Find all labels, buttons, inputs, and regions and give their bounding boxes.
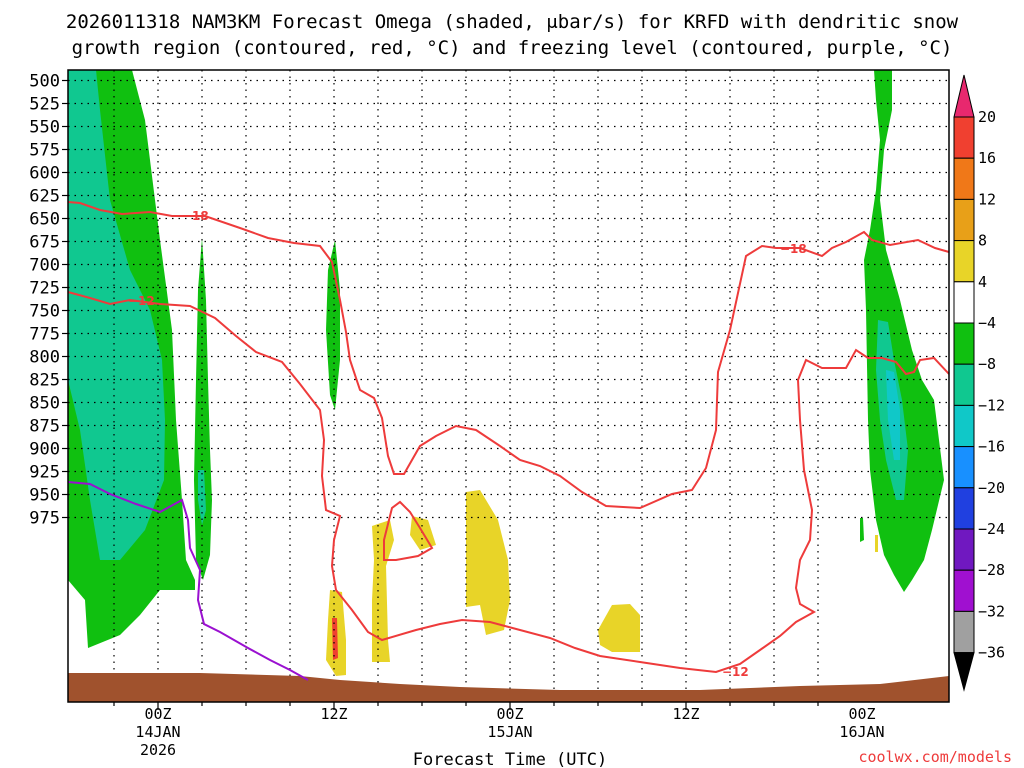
chart-title-line2: growth region (contoured, red, °C) and f… — [72, 37, 953, 59]
y-tick-label: 550 — [29, 118, 60, 138]
colorbar-label: −24 — [978, 520, 1005, 538]
colorbar-label: −16 — [978, 438, 1005, 456]
contour-minus18 — [67, 201, 950, 510]
y-tick-label: 525 — [29, 95, 60, 115]
x-tick-year: 2026 — [140, 741, 176, 759]
colorbar-label: 12 — [978, 190, 996, 208]
omega-region-red-sliver — [332, 618, 338, 660]
x-tick-label: 00Z — [144, 705, 171, 723]
omega-region-yellow-dot — [875, 535, 878, 552]
colorbar-segment — [953, 157, 975, 200]
omega-region-green-dot — [860, 518, 864, 542]
colorbar-label: −32 — [978, 602, 1005, 620]
colorbar-label: 8 — [978, 232, 987, 250]
contour-label-minus18-left: −18 — [182, 209, 209, 223]
colorbar-label: −8 — [978, 355, 996, 373]
colorbar-label: −36 — [978, 644, 1005, 662]
x-axis-label: Forecast Time (UTC) — [413, 750, 607, 768]
y-tick-label: 600 — [29, 164, 60, 184]
colorbar-segment — [953, 363, 975, 406]
colorbar-segment — [953, 569, 975, 612]
colorbar-segment — [953, 198, 975, 242]
y-tick-label: 700 — [29, 256, 60, 276]
contour-label-minus12-right: −12 — [722, 665, 749, 679]
y-tick-label: 800 — [29, 348, 60, 368]
terrain-ground — [68, 673, 949, 702]
x-tick-label: 00Z — [496, 705, 523, 723]
colorbar-label: −20 — [978, 479, 1005, 497]
y-tick-label: 775 — [29, 325, 60, 345]
y-tick-label: 625 — [29, 187, 60, 207]
grid-lines — [68, 70, 949, 702]
y-tick-label: 575 — [29, 141, 60, 161]
colorbar-label: −12 — [978, 396, 1005, 414]
y-tick-label: 850 — [29, 394, 60, 414]
colorbar-label: −4 — [978, 314, 996, 332]
colorbar-segment — [953, 281, 975, 324]
contour-minus12-inner — [383, 500, 434, 561]
x-tick-label: 12Z — [320, 705, 347, 723]
colorbar-segment — [953, 528, 975, 571]
x-tick-date: 14JAN — [135, 723, 180, 741]
contour-label-minus12-left: −12 — [128, 294, 155, 308]
y-tick-label: 750 — [29, 302, 60, 322]
colorbar-label: 16 — [978, 149, 996, 167]
y-tick-label: 650 — [29, 210, 60, 230]
x-tick-label: 12Z — [672, 705, 699, 723]
colorbar: 20 16 12 8 4 −4 −8 −12 −16 −20 −24 −28 −32 −36 — [953, 74, 1005, 692]
omega-region-cyan-right — [886, 370, 900, 460]
y-tick-label: 900 — [29, 440, 60, 460]
y-tick-label: 875 — [29, 417, 60, 437]
y-tick-label: 500 — [29, 72, 60, 92]
colorbar-segment — [953, 610, 975, 654]
omega-region-yellow-5 — [598, 604, 640, 652]
y-tick-label: 675 — [29, 233, 60, 253]
omega-region-teal-sliver — [198, 470, 206, 525]
y-tick-label: 925 — [29, 463, 60, 483]
colorbar-segment — [953, 446, 975, 489]
y-tick-label: 950 — [29, 486, 60, 506]
chart-title-line1: 2026011318 NAM3KM Forecast Omega (shaded… — [66, 11, 959, 33]
colorbar-top-triangle — [953, 74, 975, 118]
y-tick-label: 975 — [29, 509, 60, 529]
x-tick-date: 16JAN — [839, 723, 884, 741]
y-tick-label: 725 — [29, 279, 60, 299]
omega-region-yellow-4 — [466, 490, 510, 635]
omega-region-yellow-2 — [372, 520, 394, 662]
y-tick-label: 825 — [29, 371, 60, 391]
contour-label-minus18-right: −18 — [780, 242, 807, 256]
colorbar-segment — [953, 404, 975, 448]
colorbar-segment — [953, 240, 975, 283]
colorbar-segment — [953, 322, 975, 365]
colorbar-label: −28 — [978, 561, 1005, 579]
plot-border — [67, 69, 950, 703]
omega-region-green-right — [864, 70, 944, 592]
colorbar-segment — [953, 487, 975, 530]
freezing-level-contour — [67, 481, 309, 681]
x-tick-date: 15JAN — [487, 723, 532, 741]
colorbar-label: 20 — [978, 108, 996, 126]
colorbar-bottom-triangle — [953, 652, 975, 692]
colorbar-label: 4 — [978, 273, 987, 291]
credit-text: coolwx.com/models — [858, 748, 1012, 766]
y-axis: 500 525 550 575 600 625 650 675 700 725 750 775 800 8… — [29, 72, 68, 529]
colorbar-segment — [953, 116, 975, 159]
contour-minus12 — [67, 291, 950, 674]
x-tick-label: 00Z — [848, 705, 875, 723]
